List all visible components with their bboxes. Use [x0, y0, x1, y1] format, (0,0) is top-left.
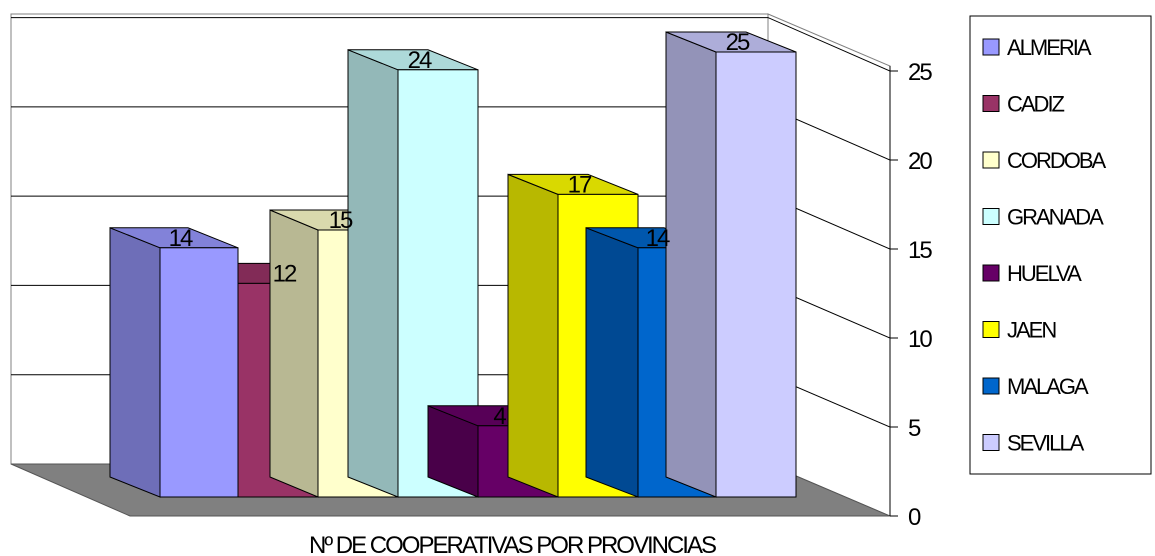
legend-item-label: ALMERIA [1007, 35, 1092, 60]
data-label: 17 [568, 171, 592, 198]
legend-item-label: CORDOBA [1007, 148, 1107, 173]
data-label: 25 [726, 29, 750, 56]
legend-item-label: HUELVA [1007, 261, 1082, 286]
legend-swatch [982, 264, 1000, 282]
legend-swatch [982, 434, 1000, 451]
data-label: 14 [646, 225, 670, 252]
legend-swatch [982, 151, 1000, 169]
data-label: 14 [169, 225, 193, 252]
gridline [11, 17, 891, 72]
bar-sevilla [665, 31, 797, 498]
data-label: 15 [329, 207, 353, 234]
legend: ALMERIA CADIZ CORDOBA GRANADA HUELVA JAEN MALA… [969, 15, 1152, 475]
legend-swatch [982, 321, 1000, 338]
legend-item-label: CADIZ [1007, 92, 1065, 117]
legend-item-label: GRANADA [1007, 205, 1104, 230]
data-label: 24 [408, 47, 432, 74]
bar-almeria [109, 227, 239, 498]
legend-item-label: MALAGA [1007, 374, 1089, 399]
legend-swatch [982, 377, 1000, 395]
y-tick-label: 25 [908, 59, 932, 86]
legend-swatch [982, 38, 1000, 56]
x-axis-title: Nº DE COOPERATIVAS POR PROVINCIAS [309, 532, 716, 556]
y-tick-label: 15 [908, 237, 932, 264]
legend-swatch [982, 208, 1000, 225]
y-tick-label: 10 [908, 326, 932, 353]
legend-item-label: JAEN [1007, 318, 1056, 343]
data-labels: 14 12 15 24 4 17 14 25 [169, 29, 752, 430]
legend-swatch [982, 95, 1000, 112]
data-label: 4 [493, 403, 506, 430]
y-tick-label: 20 [908, 148, 932, 175]
y-tick-label: 0 [908, 504, 921, 531]
bars [109, 31, 797, 498]
data-label: 12 [273, 260, 297, 287]
value-axis: 0 5 10 15 20 25 [889, 59, 934, 531]
y-tick-label: 5 [908, 415, 921, 442]
legend-item-label: SEVILLA [1007, 431, 1085, 456]
